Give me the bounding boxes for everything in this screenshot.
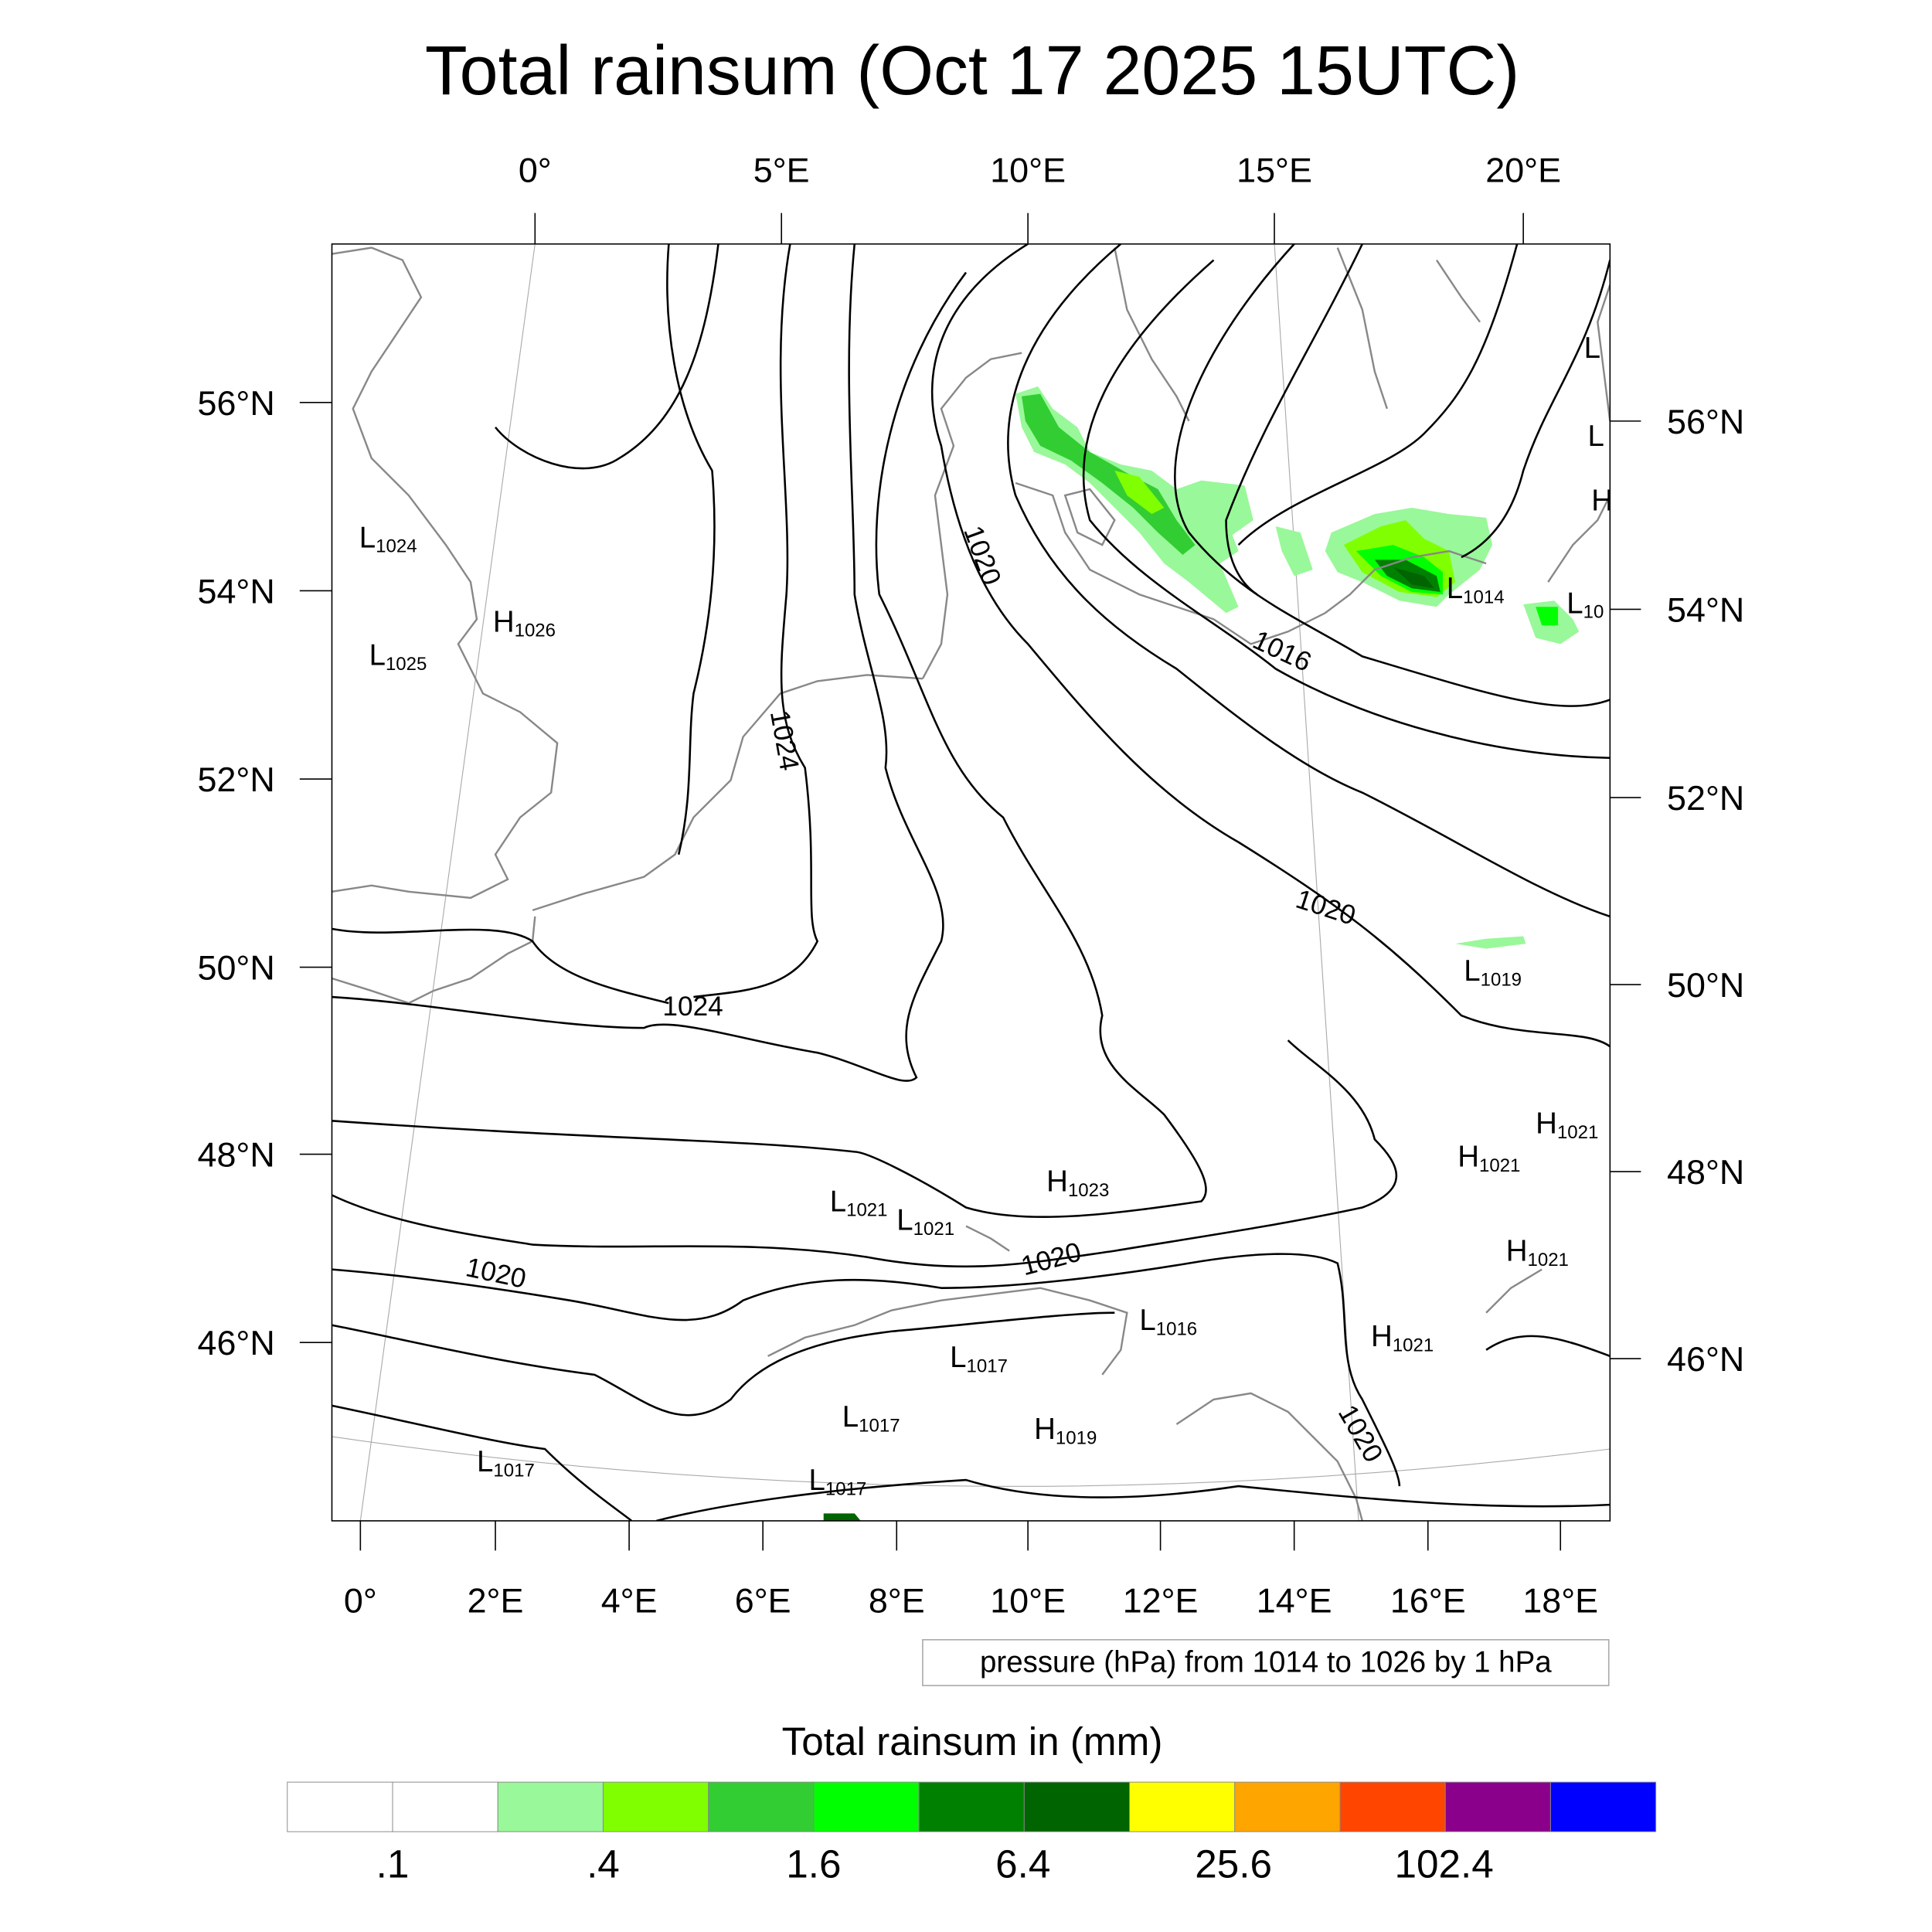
colorbar-label: 1.6 [786, 1842, 841, 1886]
pressure-center-low: L1017 [842, 1400, 900, 1436]
colorbar-label: 102.4 [1394, 1842, 1493, 1886]
lat-label: 48°N [1667, 1152, 1744, 1192]
colorbar-swatch [918, 1781, 1025, 1832]
pressure-center-high: H1021 [1458, 1141, 1520, 1176]
rain-field [823, 386, 1580, 1521]
pressure-center-low: L [1587, 420, 1604, 453]
pressure-center-low: L1016 [1139, 1304, 1197, 1339]
lon-label: 18°E [1522, 1581, 1598, 1621]
colorbar-swatch [497, 1781, 604, 1832]
pressure-center-low: L1017 [808, 1464, 866, 1499]
contour-label: 1020 [957, 522, 1006, 589]
lat-label: 46°N [1667, 1339, 1744, 1379]
lon-label: 2°E [468, 1581, 524, 1621]
pressure-center-low: L1021 [896, 1203, 954, 1239]
colorbar-swatch [602, 1781, 709, 1832]
pressure-center-low: L1017 [950, 1341, 1008, 1376]
lat-label: 48°N [198, 1135, 275, 1175]
colorbar-swatch [1234, 1781, 1341, 1832]
lon-label: 6°E [735, 1581, 791, 1621]
lat-label: 54°N [198, 571, 275, 611]
bottom-axis: 0° 2°E 4°E 6°E 8°E 10°E 12°E 14°E 16°E 1… [344, 1520, 1598, 1621]
lon-label: 16°E [1390, 1581, 1466, 1621]
lat-label: 52°N [198, 760, 275, 799]
coastlines [332, 247, 1611, 1521]
pressure-center-high: H1023 [1046, 1165, 1109, 1201]
lat-label: 50°N [1667, 965, 1744, 1005]
map-frame [331, 243, 1611, 1522]
lon-label: 20°E [1485, 151, 1561, 190]
figure-title: Total rainsum (Oct 17 2025 15UTC) [425, 32, 1519, 110]
colorbar-swatch [287, 1781, 393, 1832]
contour-info-box [922, 1638, 1610, 1686]
map-area: 1020 1016 1024 1020 1024 1020 1020 1020 … [332, 243, 1613, 1521]
lon-label: 10°E [990, 1581, 1066, 1621]
colorbar-label: .4 [587, 1842, 620, 1886]
pressure-center-low: L1017 [477, 1445, 535, 1481]
colorbar-swatch [1549, 1781, 1657, 1832]
pressure-center-high: H1026 [493, 605, 556, 641]
parallel-line [332, 1436, 1611, 1487]
lat-label: 56°N [198, 383, 275, 423]
colorbar-title: Total rainsum in (mm) [782, 1719, 1163, 1764]
lon-label: 4°E [601, 1581, 658, 1621]
colorbar-label: 25.6 [1195, 1842, 1272, 1886]
contour-label: 1024 [662, 992, 723, 1022]
pressure-center-low: L1014 [1447, 572, 1505, 607]
pressure-center-low: L1019 [1464, 954, 1522, 990]
contour-info-text: pressure (hPa) from 1014 to 1026 by 1 hP… [980, 1645, 1552, 1679]
colorbar-swatch [1129, 1781, 1236, 1832]
lat-label: 52°N [1667, 778, 1744, 818]
pressure-centers: L1024 H1026 L1025 L1014 L10 L L H L1019 … [359, 332, 1613, 1499]
lon-label: 10°E [990, 151, 1066, 190]
contour-labels: 1020 1016 1024 1020 1024 1020 1020 1020 [463, 522, 1389, 1468]
lon-label: 12°E [1123, 1581, 1199, 1621]
colorbar-labels: .1 .4 1.6 6.4 25.6 102.4 [376, 1842, 1494, 1886]
colorbar-label: .1 [376, 1842, 410, 1886]
lat-label: 54°N [1667, 590, 1744, 629]
lon-label: 5°E [753, 151, 810, 190]
pressure-center-high: H1021 [1506, 1234, 1569, 1270]
pressure-center-high: H1019 [1034, 1413, 1097, 1448]
top-axis: 0° 5°E 10°E 15°E 20°E [519, 151, 1561, 244]
lat-label: 56°N [1667, 402, 1744, 441]
pressure-center-high: H [1591, 484, 1613, 517]
colorbar-swatch [392, 1781, 498, 1832]
colorbar-swatch [1444, 1781, 1551, 1832]
meridian-15e [1274, 243, 1359, 1521]
colorbar-label: 6.4 [995, 1842, 1050, 1886]
lon-label: 15°E [1236, 151, 1312, 190]
left-axis: 56°N 54°N 52°N 50°N 48°N 46°N [198, 383, 332, 1362]
colorbar-swatch [708, 1781, 815, 1832]
pressure-center-low: L [1584, 332, 1600, 365]
contour-label: 1020 [1018, 1236, 1084, 1281]
colorbar-swatch [813, 1781, 920, 1832]
pressure-center-low: L1021 [830, 1185, 888, 1220]
colorbar-swatch [1339, 1781, 1446, 1832]
contour-label: 1024 [764, 708, 804, 773]
right-axis: 56°N 54°N 52°N 50°N 48°N 46°N [1610, 402, 1744, 1379]
colorbar-swatch [1023, 1781, 1131, 1832]
contour-label: 1020 [463, 1252, 529, 1294]
pressure-center-low: L1025 [369, 639, 427, 675]
pressure-center-low: L10 [1566, 587, 1604, 622]
contour-label: 1020 [1292, 884, 1359, 931]
lon-label: 8°E [869, 1581, 925, 1621]
pressure-center-high: H1021 [1371, 1320, 1434, 1355]
lat-label: 46°N [198, 1323, 275, 1362]
isobars [332, 243, 1611, 1521]
colorbar [287, 1781, 1657, 1832]
meridian-0 [359, 243, 536, 1521]
lat-label: 50°N [198, 948, 275, 988]
lon-label: 0° [519, 151, 552, 190]
pressure-center-high: H1021 [1536, 1107, 1598, 1142]
lon-label: 14°E [1257, 1581, 1332, 1621]
pressure-center-low: L1024 [359, 521, 417, 556]
lon-label: 0° [344, 1581, 377, 1621]
